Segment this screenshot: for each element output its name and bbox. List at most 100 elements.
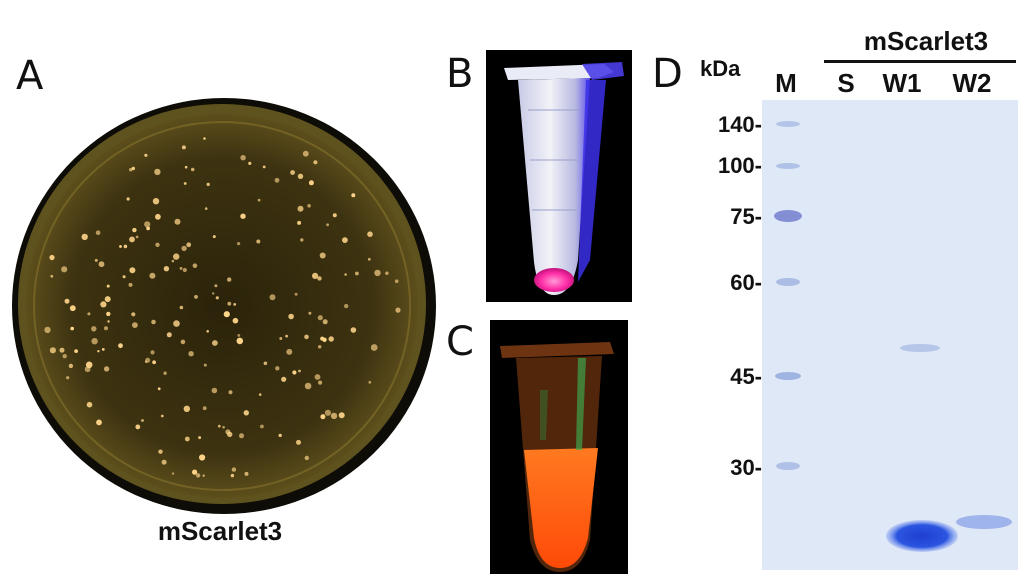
colony-dot [297, 220, 302, 225]
colony-dot [184, 436, 190, 442]
colony-dot [394, 279, 399, 283]
marker-label: 60- [730, 270, 762, 295]
colony-dot [128, 282, 133, 287]
colony-dot [304, 334, 309, 340]
colony-dot [106, 311, 111, 317]
colony-dot [150, 350, 155, 355]
colony-dot [332, 213, 337, 218]
colony-dot [184, 165, 188, 169]
colony-dot [269, 294, 276, 301]
lane-label-w2: W2 [952, 68, 992, 98]
colony-dot [395, 307, 401, 313]
colony-dot [228, 390, 233, 395]
marker-label: 30- [730, 455, 762, 480]
colony-dot [87, 312, 91, 316]
lane-label-w1: W1 [882, 68, 922, 98]
colony-dot [262, 165, 266, 169]
colony-dot [61, 266, 68, 273]
colony-dot [298, 369, 301, 373]
colony-dot [69, 305, 76, 312]
colony-dot [215, 296, 219, 300]
colony-dot [212, 235, 216, 239]
colony-dot [50, 274, 54, 278]
colony-dot [163, 266, 170, 272]
colony-dot [297, 173, 304, 179]
colony-dot [257, 198, 261, 202]
colony-dot [131, 166, 135, 171]
colony-dot [243, 410, 249, 416]
colony-dot [155, 242, 160, 247]
colony-dot [100, 301, 107, 308]
colony-dot [171, 472, 175, 475]
colony-dot [123, 244, 128, 249]
colony-dot [206, 182, 210, 187]
colony-dot [186, 242, 192, 248]
gel-group-underline [824, 60, 1016, 63]
colony-dot [222, 425, 225, 429]
colony-dot [70, 326, 74, 331]
marker-label: 100- [717, 153, 762, 178]
marker-lane [774, 121, 802, 470]
colony-dot [157, 387, 161, 391]
colony-dot [68, 363, 74, 369]
colony-dot [106, 284, 110, 288]
colony-dot [149, 272, 156, 279]
colony-dot [278, 433, 282, 438]
colony-dot [227, 301, 232, 306]
colony-dot [240, 155, 246, 161]
colony-dot [160, 414, 164, 418]
colony-dot [367, 257, 371, 261]
colony-dot [183, 182, 187, 185]
colony-dot [239, 433, 244, 439]
colony-dot [96, 419, 102, 426]
colony-dot [174, 218, 181, 225]
colony-dot [319, 252, 326, 259]
gel-group-label: mScarlet3 [863, 26, 989, 56]
colony-dot [338, 412, 345, 419]
colony-dot [308, 180, 314, 186]
colony-dot [97, 350, 100, 353]
w2-band [956, 515, 1012, 529]
colony-dot [300, 238, 304, 242]
tube-photo-c [490, 320, 628, 574]
colony-dot [195, 473, 201, 478]
colony-dot [95, 230, 101, 235]
colony-dot [62, 354, 67, 359]
colony-dot [237, 242, 241, 246]
colony-dot [274, 177, 280, 183]
colony-dot [203, 363, 207, 367]
gel-background [762, 100, 1018, 570]
colony-dot [179, 305, 184, 310]
colony-dot [81, 233, 88, 241]
w1-main-band [886, 520, 958, 552]
colony-dot [94, 258, 98, 262]
colony-dot [104, 326, 108, 331]
colony-dot [188, 351, 194, 357]
colony-dot [292, 370, 297, 375]
colony-dot [367, 231, 373, 237]
petri-dish-image [12, 98, 436, 514]
panel-letter-d: D [652, 51, 683, 97]
colony-dot [217, 424, 221, 428]
unit-label: kDa [700, 56, 741, 81]
colony-dot [190, 167, 195, 172]
panel-letter-b: B [446, 51, 474, 97]
colony-dot [374, 269, 381, 277]
colony-dot [260, 424, 264, 429]
colony-dot [294, 292, 298, 296]
colony-dot [204, 207, 208, 210]
colony-dot [312, 272, 319, 279]
colony-dot [320, 414, 326, 420]
colony-dot [183, 405, 190, 412]
colony-dot [118, 343, 123, 349]
marker-label: 45- [730, 364, 762, 389]
colony-dot [131, 312, 136, 317]
colony-dot [322, 319, 328, 325]
colony-dot [199, 454, 206, 461]
colony-dot [313, 160, 318, 165]
colony-dot [192, 263, 198, 268]
colony-dot [320, 336, 325, 341]
tube-photo-b [486, 50, 632, 302]
colony-dot [44, 326, 51, 334]
colony-dot [152, 360, 157, 365]
